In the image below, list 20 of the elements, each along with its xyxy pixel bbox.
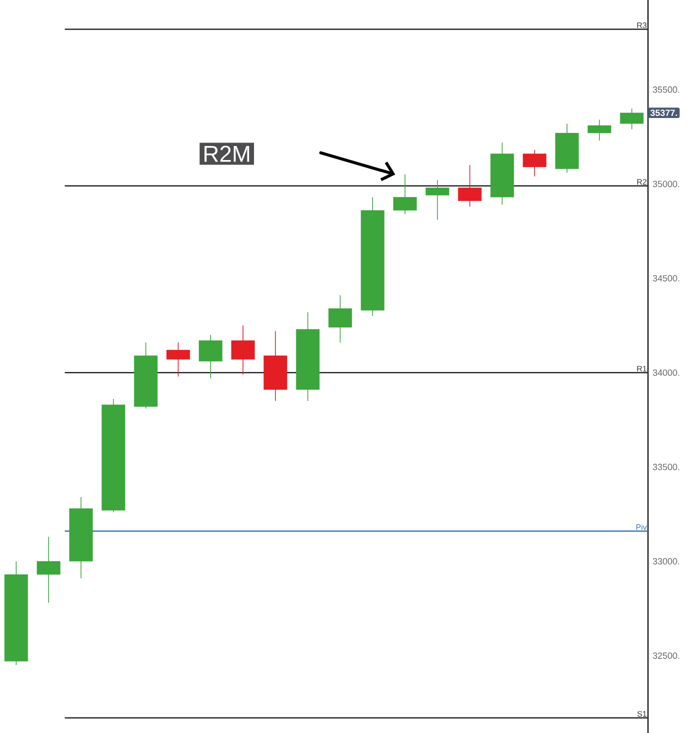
candlestick — [198, 334, 222, 379]
candlestick — [231, 325, 255, 375]
y-tick-label: 34000. — [652, 369, 680, 376]
candlestick — [426, 180, 450, 220]
candlestick — [36, 536, 60, 604]
y-tick-label: 33000. — [652, 558, 680, 564]
candlestick — [328, 294, 352, 343]
y-tick-label: 35000. — [652, 180, 680, 188]
y-tick-label: 34500. — [652, 275, 680, 282]
annotation: R2M — [204, 146, 250, 162]
candlestick — [166, 342, 190, 377]
annotation: 35377. — [650, 110, 678, 116]
candlestick — [620, 108, 644, 130]
y-tick-label: 35500. — [652, 86, 680, 93]
candlestick — [393, 174, 417, 215]
y-tick-label: 32500. — [652, 652, 680, 659]
candlestick — [522, 150, 546, 177]
candlestick — [588, 119, 612, 141]
candlestick — [458, 164, 482, 207]
y-tick-label: 33500. — [652, 464, 680, 470]
